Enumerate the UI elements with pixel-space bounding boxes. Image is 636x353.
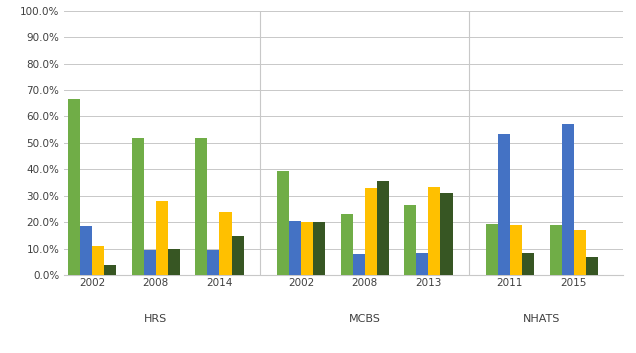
Bar [550,225,562,275]
Bar [68,99,80,275]
Bar [377,181,389,275]
Bar [232,236,244,275]
Bar [586,257,598,275]
Bar [92,246,104,275]
Bar [341,214,352,275]
Bar [562,125,574,275]
Bar [510,225,522,275]
Bar [219,212,232,275]
Bar [277,171,289,275]
Bar [498,134,510,275]
Bar [132,138,144,275]
Text: HRS: HRS [144,314,167,324]
Bar [168,249,180,275]
Bar [574,231,586,275]
Bar [301,222,313,275]
Bar [429,187,441,275]
Bar [441,193,453,275]
Bar [207,250,219,275]
Bar [364,188,377,275]
Bar [195,138,207,275]
Bar [156,201,168,275]
Bar [313,222,325,275]
Bar [404,205,417,275]
Text: MCBS: MCBS [349,314,380,324]
Bar [144,250,156,275]
Bar [289,221,301,275]
Bar [352,254,364,275]
Bar [417,253,429,275]
Bar [486,224,498,275]
Bar [104,265,116,275]
Bar [522,253,534,275]
Bar [80,226,92,275]
Text: NHATS: NHATS [523,314,560,324]
